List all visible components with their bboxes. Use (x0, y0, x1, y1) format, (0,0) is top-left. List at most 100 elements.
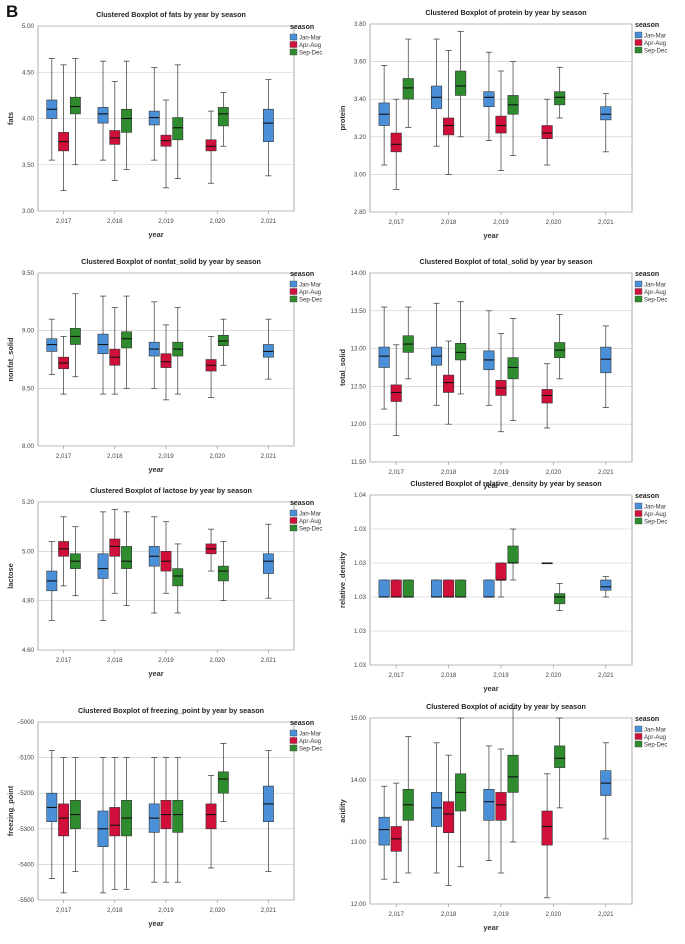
y-tick-label: 4.80 (22, 598, 35, 605)
box-body (554, 745, 566, 768)
box-sep-dec-3 (554, 66, 566, 119)
legend-item-label: Jan-Mar (644, 728, 666, 734)
legend-item-label: Jan-Mar (299, 512, 321, 518)
y-tick-label: -5400 (18, 861, 34, 868)
box-body (378, 816, 390, 846)
y-tick-label: -5100 (18, 755, 34, 762)
chart-title: Clustered Boxplot of nonfat_solid by yea… (81, 257, 261, 266)
box-apr-aug-2 (495, 333, 507, 433)
box-body (443, 374, 455, 393)
y-tick-label: 5.20 (22, 499, 35, 506)
box-jan-mar-2 (483, 310, 495, 406)
box-jan-mar-0 (46, 750, 58, 879)
chart-panel-0: Clustered Boxplot of fats by year by sea… (6, 10, 322, 239)
y-tick-label: 1.03 (354, 526, 367, 533)
y-tick-label: 3.50 (22, 162, 35, 169)
box-body (97, 333, 109, 355)
legend-item-label: Apr-Aug (644, 735, 666, 741)
box-sep-dec-0 (402, 306, 414, 380)
legend-title: season (290, 271, 314, 278)
y-tick-label: 8.50 (22, 385, 35, 392)
x-tick-label: 2,018 (107, 657, 123, 664)
box-jan-mar-2 (483, 745, 495, 861)
box-jan-mar-0 (378, 306, 390, 410)
legend-item-label: Jan-Mar (644, 505, 666, 511)
box-body (554, 593, 566, 605)
x-axis-label: year (148, 230, 163, 239)
box-sep-dec-0 (69, 526, 81, 597)
legend-swatch (289, 288, 298, 295)
box-body (69, 96, 81, 115)
box-body (541, 810, 553, 846)
box-apr-aug-3 (541, 98, 553, 166)
x-axis-label: year (148, 465, 163, 474)
box-apr-aug-0 (390, 98, 402, 190)
y-axis-label: relative_density (338, 551, 347, 608)
box-apr-aug-2 (495, 70, 507, 171)
box-body (172, 117, 184, 141)
box-body (217, 107, 229, 127)
box-body (443, 579, 455, 598)
box-sep-dec-1 (121, 757, 132, 890)
box-body (495, 792, 507, 821)
box-apr-aug-3 (541, 363, 553, 429)
box-sep-dec-2 (172, 307, 184, 395)
y-tick-label: 3.00 (22, 208, 35, 215)
box-body (262, 344, 274, 358)
legend-item-label: Sep-Dec (644, 743, 667, 749)
legend-item-label: Apr-Aug (644, 290, 666, 296)
y-tick-label: -5500 (18, 897, 34, 904)
box-sep-dec-1 (455, 579, 467, 598)
y-tick-label: 1.03 (354, 662, 367, 669)
x-tick-label: 2,017 (56, 453, 72, 460)
box-sep-dec-2 (172, 543, 184, 614)
legend-item-label: Jan-Mar (299, 283, 321, 289)
box-body (402, 78, 414, 100)
chart-panel-2: Clustered Boxplot of nonfat_solid by yea… (6, 257, 322, 474)
chart-panel-3: Clustered Boxplot of total_solid by year… (338, 257, 667, 490)
legend-swatch (289, 41, 298, 48)
box-jan-mar-4 (262, 318, 274, 380)
y-axis-label: lactose (6, 563, 15, 588)
y-tick-label: 3.60 (354, 59, 367, 66)
x-axis-label: year (483, 231, 498, 240)
legend-title: season (635, 716, 659, 723)
box-jan-mar-2 (483, 51, 495, 141)
box-jan-mar-1 (97, 511, 109, 621)
box-body (58, 803, 70, 837)
legend-item-label: Apr-Aug (299, 739, 321, 745)
y-tick-label: 3.80 (354, 21, 367, 28)
legend-swatch (289, 280, 298, 288)
x-tick-label: 2,018 (441, 672, 457, 679)
box-sep-dec-3 (217, 318, 229, 366)
box-jan-mar-0 (46, 541, 58, 621)
legend-swatch (634, 510, 643, 517)
y-axis-label: freezing_point (6, 785, 15, 836)
legend-item-label: Apr-Aug (644, 41, 666, 47)
box-sep-dec-2 (507, 318, 519, 421)
box-body (109, 807, 121, 837)
box-jan-mar-1 (431, 742, 443, 874)
y-tick-label: 4.50 (22, 69, 35, 76)
y-axis-label: acidity (338, 798, 347, 822)
box-body (495, 562, 507, 581)
legend-swatch (634, 295, 643, 303)
box-sep-dec-3 (217, 92, 229, 147)
box-body (541, 389, 553, 404)
x-tick-label: 2,020 (209, 453, 225, 460)
box-apr-aug-0 (390, 344, 402, 436)
box-sep-dec-3 (554, 717, 566, 809)
x-tick-label: 2,018 (441, 911, 457, 918)
y-tick-label: -5200 (18, 790, 34, 797)
x-tick-label: 2,017 (388, 672, 404, 679)
box-body (46, 338, 58, 352)
box-sep-dec-3 (554, 583, 566, 611)
box-jan-mar-0 (378, 579, 390, 598)
x-tick-label: 2,021 (261, 453, 277, 460)
y-tick-label: 14.00 (351, 777, 367, 784)
x-tick-label: 2,020 (209, 218, 225, 225)
y-tick-label: 3.40 (354, 96, 367, 103)
legend-title: season (635, 22, 659, 29)
box-jan-mar-0 (378, 785, 390, 880)
